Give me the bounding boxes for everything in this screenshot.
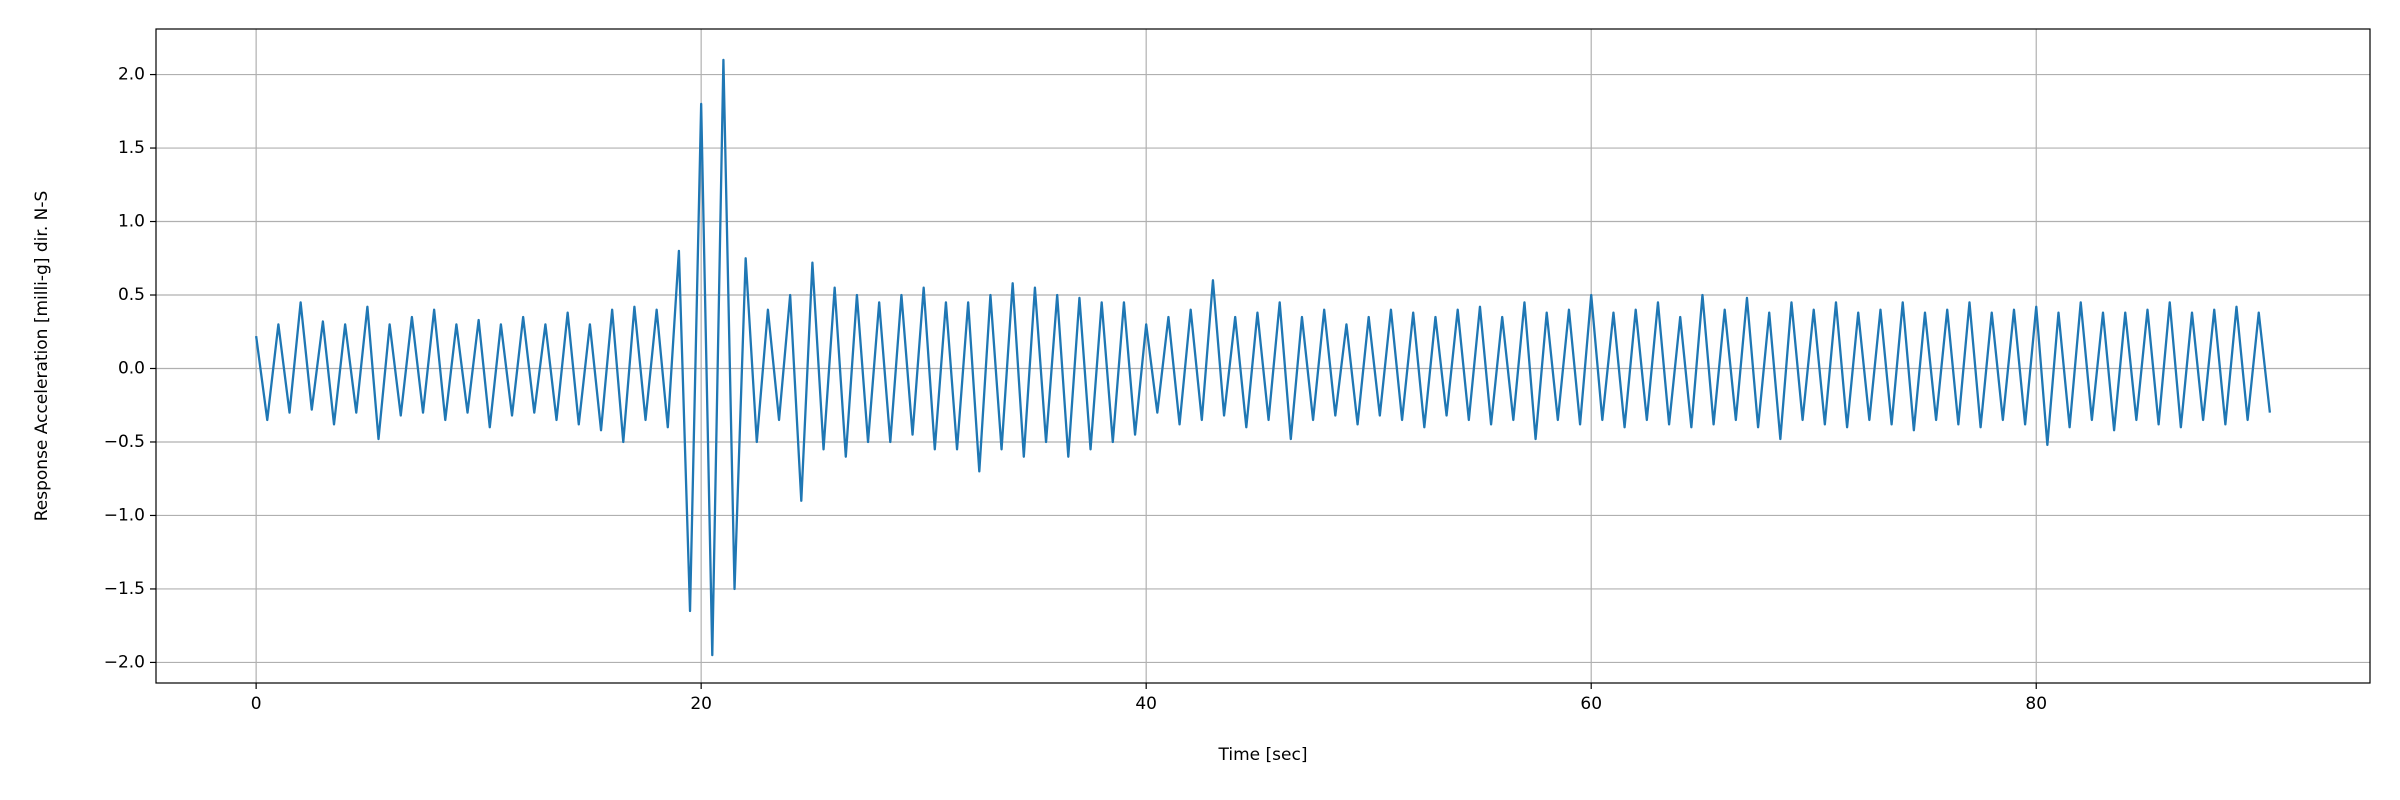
x-axis-label: Time [sec] <box>1218 745 1308 765</box>
y-tick-label: −1.0 <box>104 505 145 525</box>
y-axis-label: Response Acceleration [milli-g] dir. N-S <box>32 191 52 522</box>
y-tick-label: 0.5 <box>118 285 145 305</box>
y-tick-label: −2.0 <box>104 652 145 672</box>
x-tick-label: 40 <box>1135 694 1157 714</box>
x-tick-label: 20 <box>690 694 712 714</box>
data-line <box>254 58 2272 657</box>
x-tick-label: 60 <box>1580 694 1602 714</box>
x-tick-label: 80 <box>2025 694 2047 714</box>
y-tick-label: −1.5 <box>104 579 145 599</box>
y-tick-label: 1.5 <box>118 138 145 158</box>
y-tick-label: 2.0 <box>118 65 145 85</box>
x-tick-label: 0 <box>251 694 262 714</box>
y-tick-label: 0.0 <box>118 358 145 378</box>
y-tick-label: 1.0 <box>118 212 145 232</box>
plot-frame <box>155 28 2371 684</box>
y-tick-label: −0.5 <box>104 432 145 452</box>
